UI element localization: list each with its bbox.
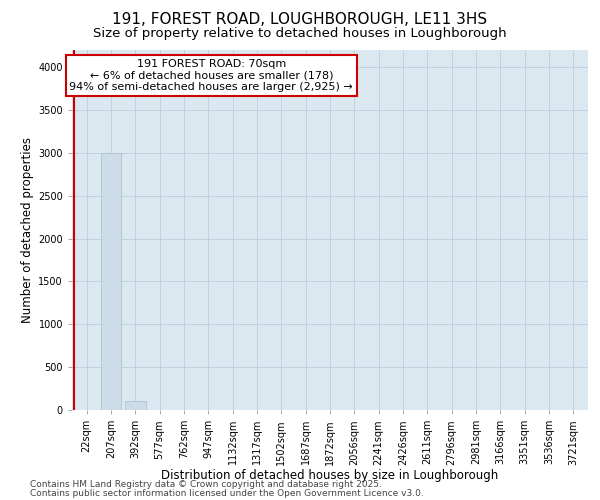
X-axis label: Distribution of detached houses by size in Loughborough: Distribution of detached houses by size …: [161, 468, 499, 481]
Text: 191, FOREST ROAD, LOUGHBOROUGH, LE11 3HS: 191, FOREST ROAD, LOUGHBOROUGH, LE11 3HS: [112, 12, 488, 28]
Bar: [125, 400, 146, 410]
Y-axis label: Number of detached properties: Number of detached properties: [21, 137, 34, 323]
Text: Contains HM Land Registry data © Crown copyright and database right 2025.: Contains HM Land Registry data © Crown c…: [30, 480, 382, 489]
Bar: [101, 153, 121, 410]
Text: Size of property relative to detached houses in Loughborough: Size of property relative to detached ho…: [93, 28, 507, 40]
Text: 191 FOREST ROAD: 70sqm
← 6% of detached houses are smaller (178)
94% of semi-det: 191 FOREST ROAD: 70sqm ← 6% of detached …: [70, 59, 353, 92]
Text: Contains public sector information licensed under the Open Government Licence v3: Contains public sector information licen…: [30, 488, 424, 498]
